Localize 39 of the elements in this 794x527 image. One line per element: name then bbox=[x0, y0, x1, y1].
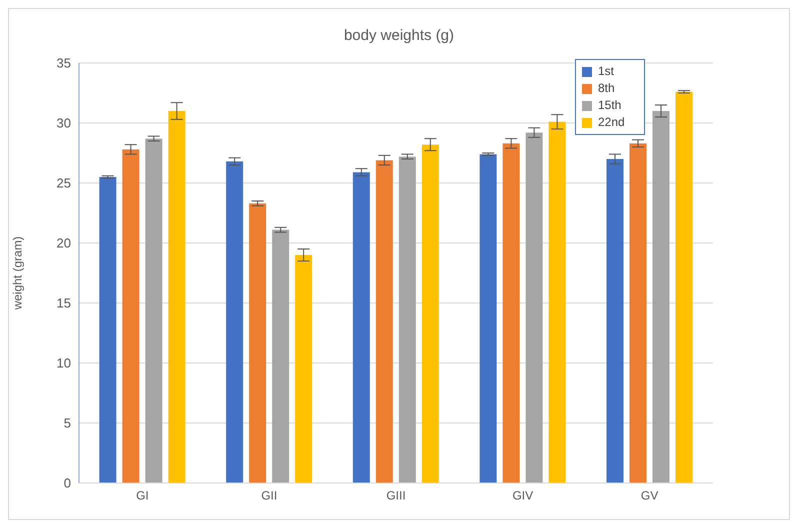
bar bbox=[422, 144, 439, 483]
bar bbox=[675, 92, 692, 483]
y-tick-label: 35 bbox=[56, 56, 71, 71]
legend-label: 22nd bbox=[598, 114, 625, 131]
bar bbox=[502, 143, 520, 483]
bar bbox=[272, 230, 290, 483]
y-tick-label: 20 bbox=[56, 236, 71, 251]
y-axis-title: weight (gram) bbox=[10, 236, 24, 311]
y-tick-label: 30 bbox=[56, 116, 71, 131]
legend-label: 8th bbox=[598, 80, 615, 97]
x-tick-label: GV bbox=[640, 488, 658, 503]
chart-title: body weights (g) bbox=[342, 27, 456, 44]
bar bbox=[249, 203, 266, 483]
y-tick-label: 0 bbox=[64, 476, 71, 491]
bar bbox=[122, 149, 140, 483]
x-tick-label: GIV bbox=[512, 488, 534, 503]
y-tick-label: 5 bbox=[64, 416, 71, 431]
bar bbox=[352, 172, 370, 483]
bar bbox=[606, 159, 624, 483]
y-tick-label: 25 bbox=[56, 176, 71, 191]
x-tick-label: GIII bbox=[386, 488, 406, 503]
bar bbox=[398, 156, 416, 483]
bar bbox=[226, 161, 244, 483]
bar bbox=[145, 138, 162, 483]
y-tick-label: 10 bbox=[56, 356, 71, 371]
bar bbox=[548, 122, 566, 483]
x-tick-label: GI bbox=[136, 488, 149, 503]
bar bbox=[295, 255, 312, 483]
x-tick-label: GII bbox=[261, 488, 278, 503]
bar bbox=[168, 111, 186, 483]
y-tick-label: 15 bbox=[56, 296, 71, 311]
bar bbox=[376, 160, 393, 483]
legend-label: 15th bbox=[598, 97, 622, 114]
bar bbox=[629, 143, 646, 483]
bar bbox=[526, 132, 543, 483]
bar bbox=[652, 111, 670, 483]
legend-label: 1st bbox=[598, 63, 614, 80]
bar bbox=[480, 154, 497, 483]
bar bbox=[99, 177, 116, 483]
